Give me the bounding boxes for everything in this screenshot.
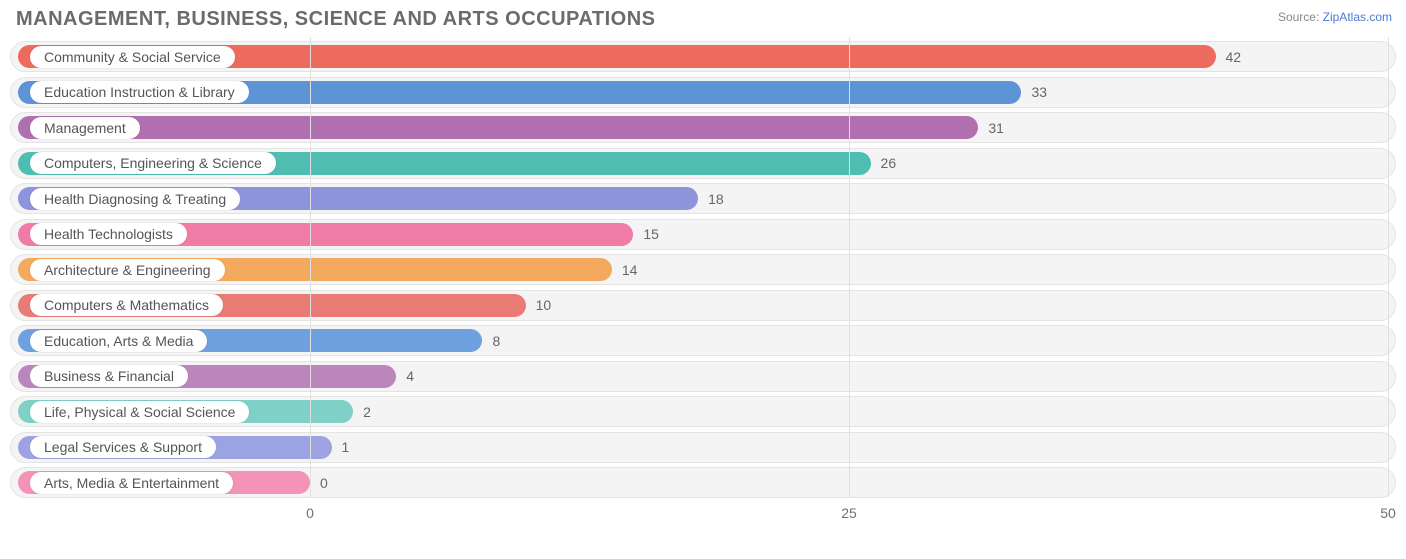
value-label: 31 [988,120,1004,136]
value-label: 18 [708,191,724,207]
category-pill: Business & Financial [30,365,188,387]
chart-container: MANAGEMENT, BUSINESS, SCIENCE AND ARTS O… [0,0,1406,559]
bar-row: 26 Computers, Engineering & Science [10,146,1396,181]
bar-row: 15 Health Technologists [10,217,1396,252]
category-pill: Computers, Engineering & Science [30,152,276,174]
value-label: 14 [622,262,638,278]
source-link[interactable]: ZipAtlas.com [1323,10,1392,24]
source-attribution: Source: ZipAtlas.com [1278,8,1392,24]
x-tick-label: 50 [1380,505,1396,521]
bar-row: 14 Architecture & Engineering [10,252,1396,287]
bar-row: 42 Community & Social Service [10,39,1396,74]
value-label: 1 [342,439,350,455]
category-pill: Health Diagnosing & Treating [30,188,240,210]
grid-line [310,37,311,497]
chart-title: MANAGEMENT, BUSINESS, SCIENCE AND ARTS O… [16,8,655,31]
grid-line [849,37,850,497]
category-pill: Community & Social Service [30,46,235,68]
bars-group: 42Community & Social Service33Education … [10,37,1396,500]
bar-row: 8 Education, Arts & Media [10,323,1396,358]
value-label: 0 [320,475,328,491]
value-label: 10 [536,297,552,313]
category-pill: Management [30,117,140,139]
x-tick-label: 25 [841,505,857,521]
category-pill: Health Technologists [30,223,187,245]
category-pill: Education Instruction & Library [30,81,249,103]
category-pill: Arts, Media & Entertainment [30,472,233,494]
value-label: 15 [643,226,659,242]
source-prefix: Source: [1278,10,1323,24]
category-pill: Legal Services & Support [30,436,216,458]
x-tick-label: 0 [306,505,314,521]
category-pill: Education, Arts & Media [30,330,207,352]
category-pill: Computers & Mathematics [30,294,223,316]
bar-row: 31 Management [10,110,1396,145]
value-label: 4 [406,368,414,384]
bar-row: 1 Legal Services & Support [10,430,1396,465]
bar-row: 33 Education Instruction & Library [10,75,1396,110]
value-label: 42 [1226,49,1242,65]
header-row: MANAGEMENT, BUSINESS, SCIENCE AND ARTS O… [10,8,1396,37]
bar-row: 4 Business & Financial [10,359,1396,394]
bar-row: 2 Life, Physical & Social Science [10,394,1396,429]
bar-row: 18 Health Diagnosing & Treating [10,181,1396,216]
plot-area: 42Community & Social Service33Education … [10,37,1396,537]
value-label: 26 [881,155,897,171]
value-label: 2 [363,404,371,420]
bar-row: 0 Arts, Media & Entertainment [10,465,1396,500]
grid-line [1388,37,1389,497]
value-label: 33 [1031,84,1047,100]
bar-fill [18,116,978,139]
category-pill: Life, Physical & Social Science [30,401,249,423]
bar-row: 10 Computers & Mathematics [10,288,1396,323]
value-label: 8 [492,333,500,349]
category-pill: Architecture & Engineering [30,259,225,281]
